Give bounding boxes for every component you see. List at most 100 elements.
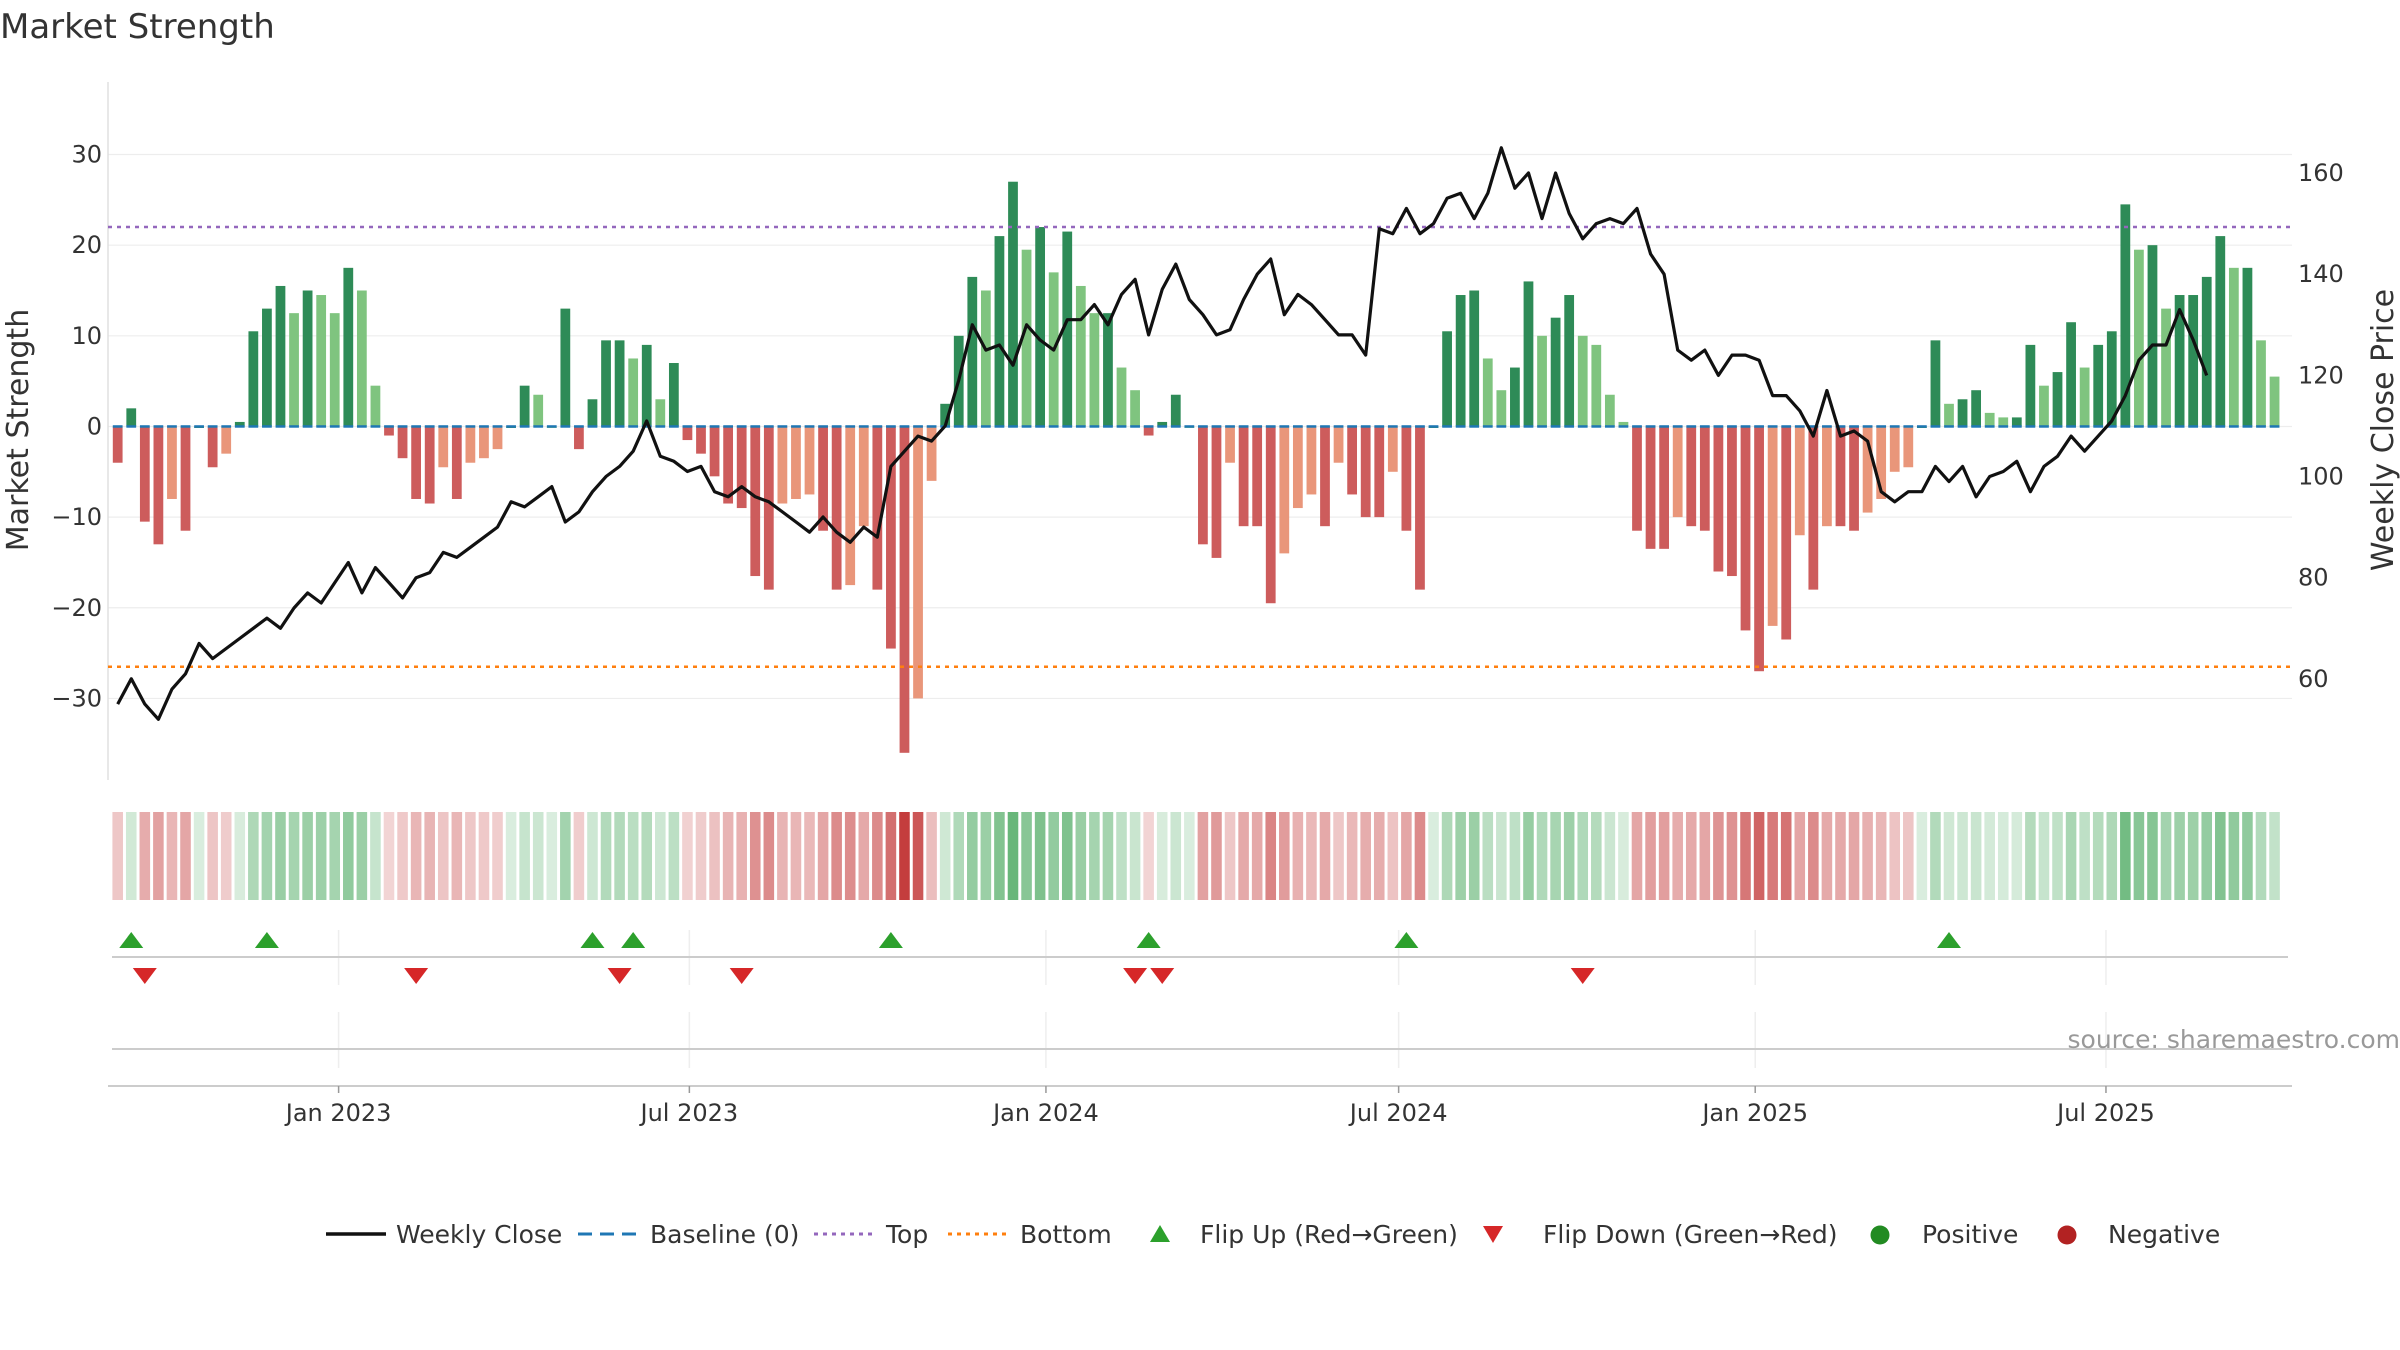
heat-cell: [1957, 812, 1968, 900]
strength-bar: [2201, 276, 2212, 427]
heat-cell: [1116, 812, 1127, 900]
heat-cell: [451, 812, 463, 900]
heat-cell: [763, 812, 775, 900]
strength-bar: [1537, 335, 1547, 427]
strength-bar: [139, 426, 150, 522]
heat-cell: [1862, 812, 1873, 900]
legend-flip-down-swatch: [1483, 1226, 1503, 1243]
strength-bar: [1889, 426, 1900, 472]
heat-cell: [492, 812, 503, 900]
flip-up-marker: [580, 932, 605, 948]
strength-bar: [1903, 426, 1914, 468]
heat-cell: [1184, 812, 1195, 900]
heat-cell: [546, 812, 558, 900]
strength-bar: [2242, 267, 2253, 427]
strength-bar: [913, 426, 923, 699]
heat-cell: [1482, 812, 1494, 900]
strength-bar: [858, 426, 869, 527]
strength-bar: [356, 290, 367, 427]
heat-cell: [2242, 812, 2253, 900]
strength-bar: [451, 426, 462, 499]
heat-cell: [1143, 812, 1154, 900]
strength-bar: [926, 426, 937, 481]
flip-panel-gridlines: [337, 930, 2107, 1068]
heat-cell: [1577, 812, 1589, 900]
heat-cell: [329, 812, 341, 900]
strength-bar: [560, 308, 571, 427]
heat-cell: [2228, 812, 2240, 900]
strength-bar: [343, 267, 354, 427]
strength-bar: [791, 426, 801, 499]
strength-bar: [533, 394, 544, 427]
flip-down-marker: [404, 968, 429, 984]
flip-down-marker: [1123, 968, 1148, 984]
flip-down-marker: [729, 968, 754, 984]
heat-cell: [2160, 812, 2172, 900]
heat-cell: [2038, 812, 2050, 900]
strength-bar: [1021, 249, 1032, 427]
strength-bar: [655, 399, 666, 427]
strength-bar: [207, 426, 218, 468]
heat-cell: [1672, 812, 1683, 900]
strength-bar: [1523, 281, 1534, 427]
strength-bar: [1008, 181, 1018, 427]
strength-bar: [1252, 426, 1263, 527]
strength-bar: [384, 426, 394, 436]
strength-bar: [818, 426, 828, 531]
heat-cell: [1401, 812, 1412, 900]
heat-cell: [112, 812, 123, 900]
strength-bar: [1849, 426, 1859, 531]
strength-bar: [831, 426, 842, 590]
heat-cell: [465, 812, 476, 900]
strength-bar: [587, 399, 598, 427]
strength-bar: [2215, 236, 2226, 427]
strength-bar: [1659, 426, 1670, 549]
strength-bar: [980, 290, 991, 427]
strength-bar: [1767, 426, 1778, 626]
strength-bar: [1672, 426, 1683, 518]
heat-cell: [560, 812, 571, 900]
heat-cell: [288, 812, 300, 900]
heat-cell: [478, 812, 490, 900]
legend-baseline-label: Baseline (0): [650, 1220, 799, 1249]
strength-bar: [2079, 367, 2090, 427]
heat-cell: [1618, 812, 1629, 900]
strength-bar: [411, 426, 422, 499]
strength-bar: [1957, 399, 1968, 427]
strength-bar: [682, 426, 693, 441]
heat-cell: [1509, 812, 1521, 900]
strength-bar: [180, 426, 191, 531]
heat-cell: [2052, 812, 2063, 900]
heat-cell: [1658, 812, 1670, 900]
strength-bar: [1971, 390, 1982, 427]
strength-bar: [370, 385, 381, 427]
flip-up-marker: [1936, 932, 1961, 948]
flip-up-marker: [254, 932, 279, 948]
heat-cell: [193, 812, 205, 900]
heat-cell: [817, 812, 829, 900]
strength-bar: [1401, 426, 1412, 531]
heat-cell: [2092, 812, 2104, 900]
strength-bar: [601, 340, 611, 427]
strength-bar: [316, 295, 327, 427]
y-axis-label: Market Strength: [1, 309, 36, 551]
strength-bar: [248, 331, 259, 427]
strength-bar: [153, 426, 164, 545]
heat-cell: [655, 812, 666, 900]
heat-cell: [302, 812, 313, 900]
heat-cell: [1211, 812, 1222, 900]
strength-bar: [2188, 295, 2199, 427]
strength-bar: [479, 426, 489, 459]
y2-tick-label: 160: [2298, 159, 2344, 187]
heat-cell: [1889, 812, 1901, 900]
heat-cell: [1713, 812, 1724, 900]
x-tick-label: Jul 2023: [639, 1099, 739, 1127]
strength-bar: [1930, 340, 1941, 427]
heat-cell: [1265, 812, 1277, 900]
heat-cell: [2147, 812, 2158, 900]
heat-cell: [695, 812, 707, 900]
strength-bar: [1496, 390, 1507, 427]
strength-bar: [1116, 367, 1127, 427]
strength-bar: [1794, 426, 1805, 536]
